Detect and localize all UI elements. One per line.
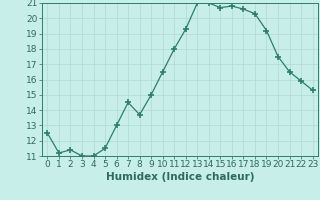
X-axis label: Humidex (Indice chaleur): Humidex (Indice chaleur) bbox=[106, 172, 254, 182]
